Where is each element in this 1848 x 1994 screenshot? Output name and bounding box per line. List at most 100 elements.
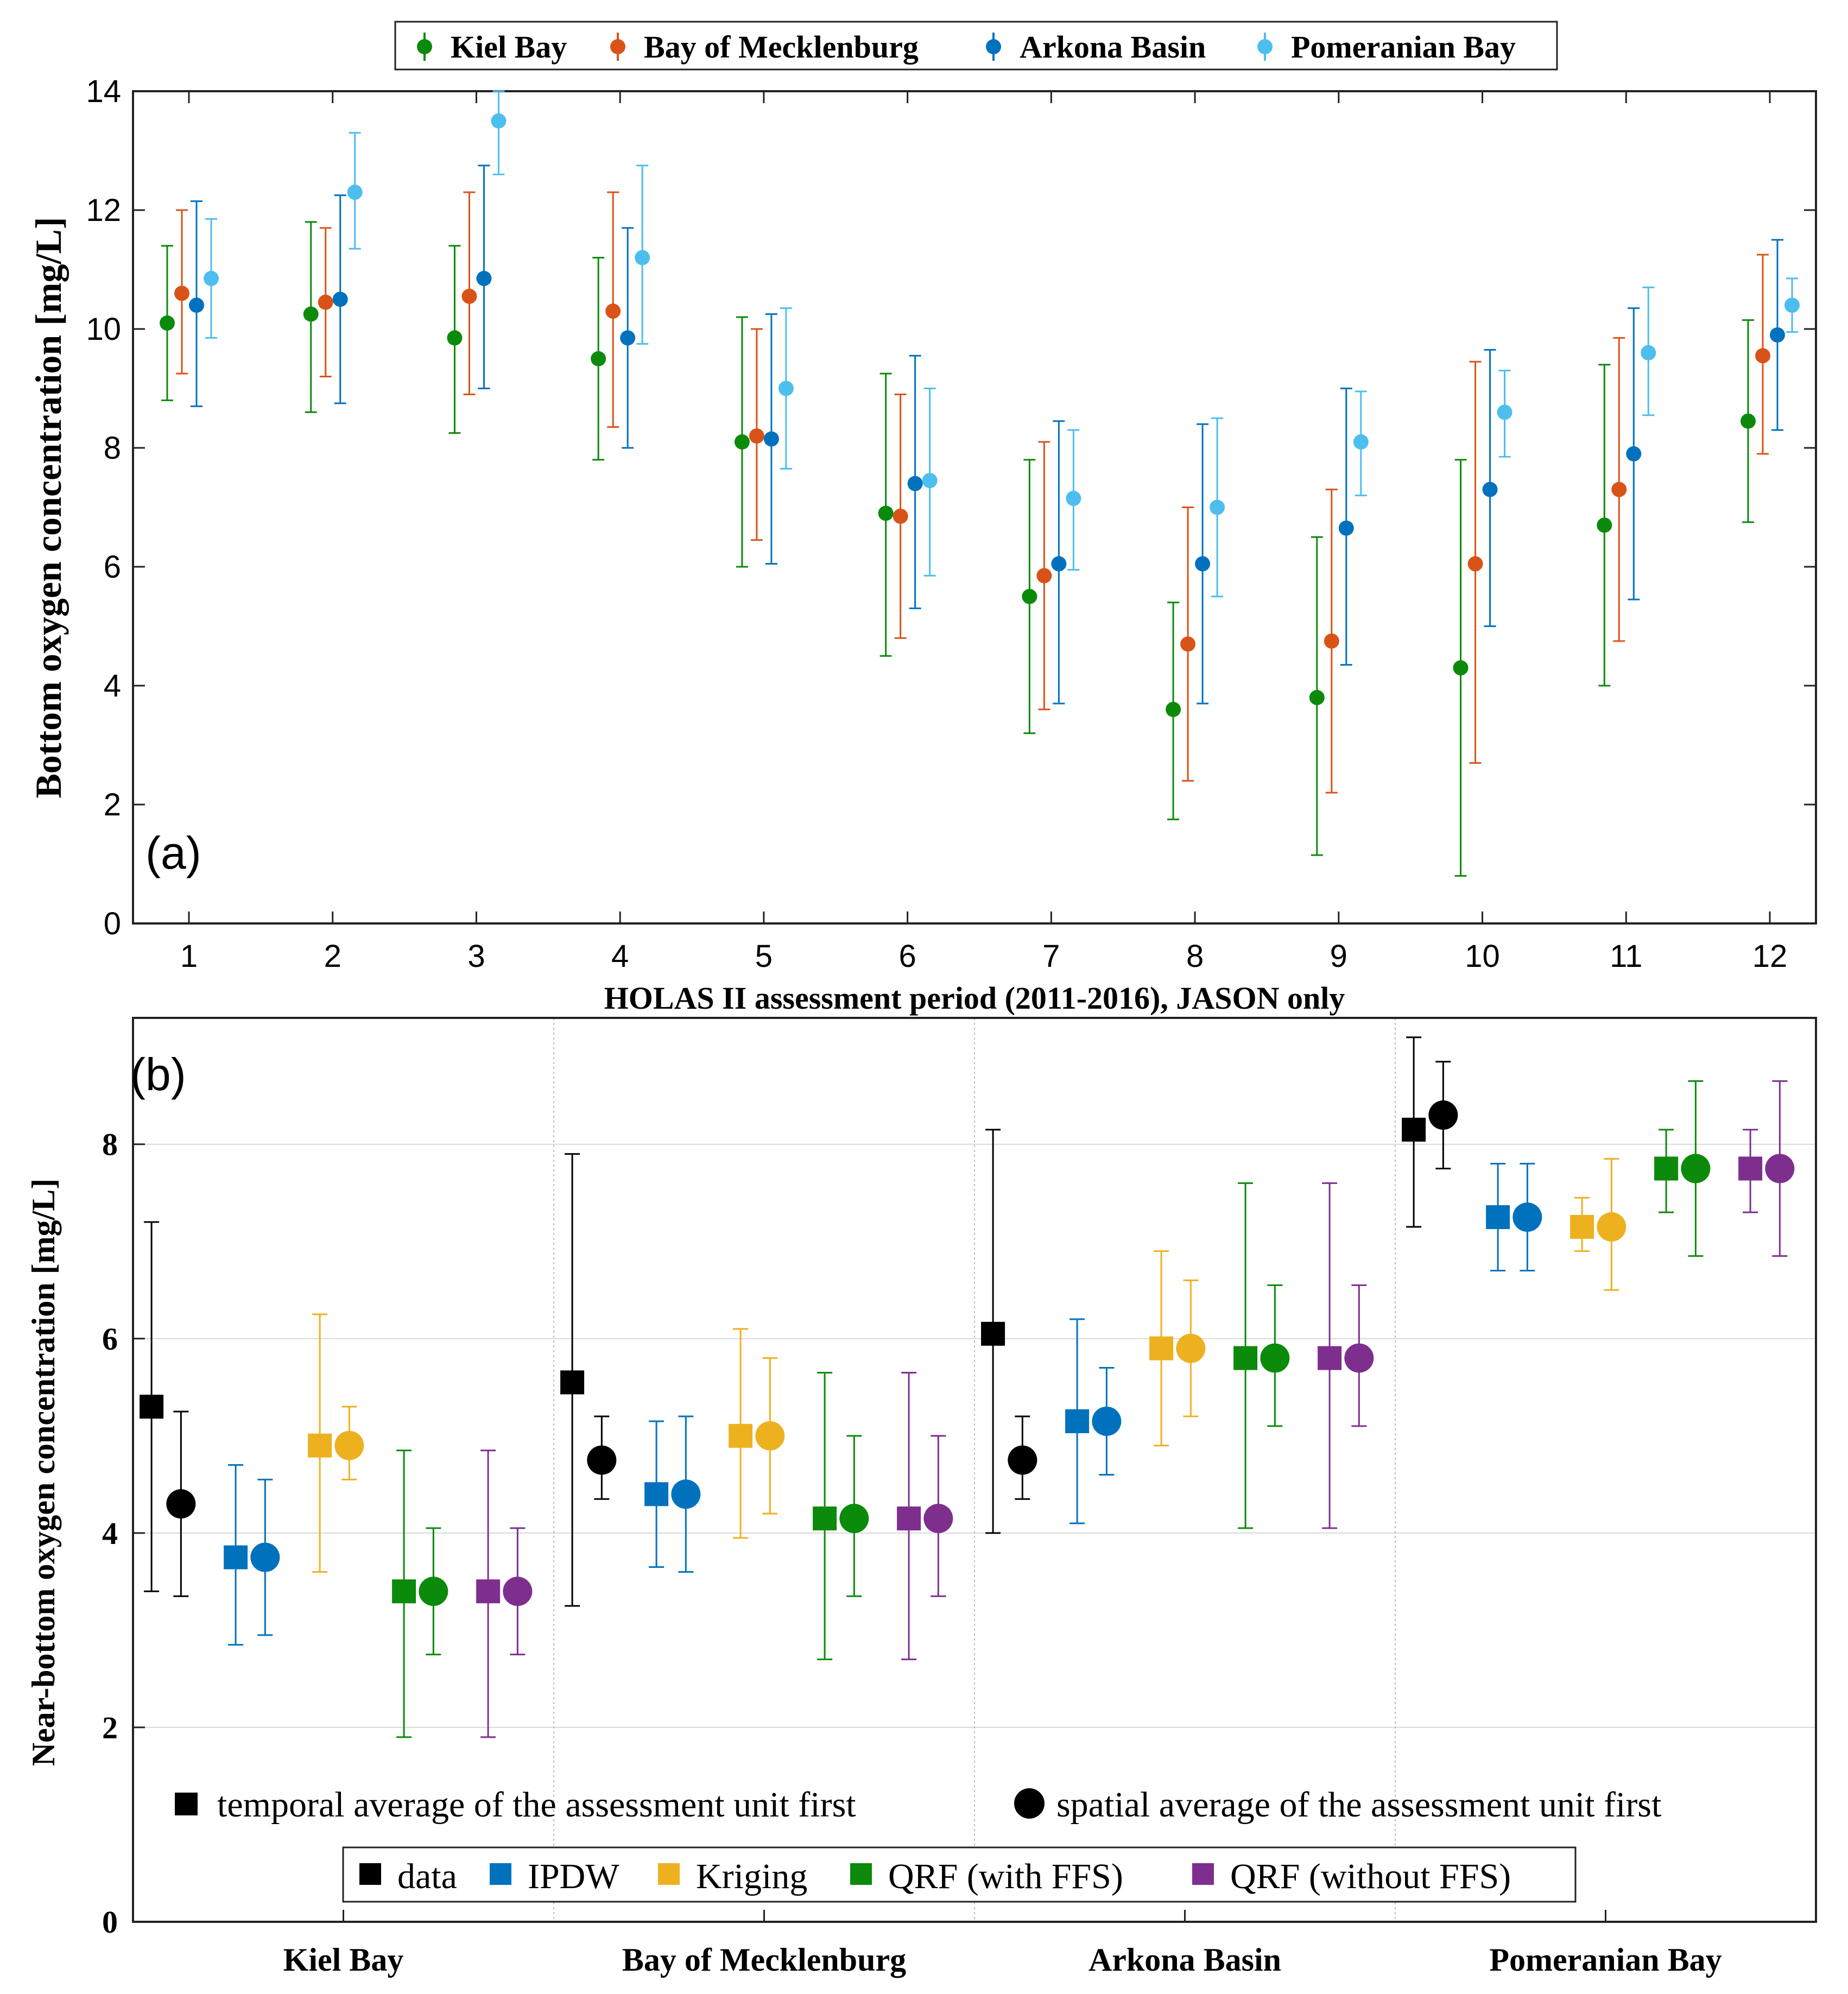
legend-swatch-ipdw xyxy=(490,1863,511,1885)
point-b-circle-kriging-pomeranian-bay xyxy=(1597,1212,1627,1242)
panel-a-y-ticks: 0 2 4 6 8 10 12 14 xyxy=(86,74,1816,941)
x-tick-label-a-7: 7 xyxy=(1042,939,1060,974)
x-tick-label-a-6: 6 xyxy=(899,939,916,974)
legend-label-qrf-with-ffs: QRF (with FFS) xyxy=(888,1857,1123,1896)
point-b-square-qrf-with-ffs-arkona-basin xyxy=(1233,1346,1258,1370)
point-a-kiel-bay-2 xyxy=(303,306,319,322)
point-a-kiel-bay-7 xyxy=(1022,588,1037,604)
point-b-circle-ipdw-kiel-bay xyxy=(250,1542,280,1572)
point-b-square-qrf-with-ffs-pomeranian-bay xyxy=(1654,1156,1679,1181)
point-a-pomeranian-bay-1 xyxy=(204,270,219,286)
x-tick-label-a-2: 2 xyxy=(324,939,341,974)
legend-label-kriging: Kriging xyxy=(696,1857,807,1896)
point-b-square-kriging-pomeranian-bay xyxy=(1570,1214,1594,1239)
series-b-data xyxy=(140,1036,1458,1607)
point-a-pomeranian-bay-2 xyxy=(347,185,363,200)
panel-b-ylabel: Near-bottom oxygen concentration [mg/L] xyxy=(26,1179,61,1767)
legend-swatch-data xyxy=(359,1863,381,1885)
point-a-kiel-bay-3 xyxy=(447,330,463,346)
point-a-kiel-bay-1 xyxy=(160,315,175,331)
x-tick-label-b-arkona-basin: Arkona Basin xyxy=(1088,1942,1281,1978)
x-tick-label-a-1: 1 xyxy=(180,939,198,974)
point-a-arkona-basin-5 xyxy=(763,431,779,447)
legend-label-spatial-average: spatial average of the assessment unit f… xyxy=(1056,1785,1661,1825)
point-a-pomeranian-bay-11 xyxy=(1641,345,1656,360)
legend-circle-marker xyxy=(1014,1788,1045,1819)
marker-legend: temporal average of the assessment unit … xyxy=(175,1785,1661,1825)
point-a-kiel-bay-8 xyxy=(1166,701,1181,717)
x-tick-label-b-pomeranian-bay: Pomeranian Bay xyxy=(1489,1942,1722,1978)
point-b-circle-ipdw-arkona-basin xyxy=(1092,1406,1122,1436)
point-b-square-ipdw-bay-of-mecklenburg xyxy=(644,1482,669,1506)
x-tick-label-a-10: 10 xyxy=(1465,939,1500,974)
y-tick-label-a-8: 8 xyxy=(104,431,121,466)
x-tick-label-a-4: 4 xyxy=(611,939,629,974)
point-b-square-qrf-without-ffs-kiel-bay xyxy=(476,1579,501,1604)
point-a-arkona-basin-10 xyxy=(1482,482,1498,497)
point-a-pomeranian-bay-4 xyxy=(635,250,650,265)
point-b-square-qrf-with-ffs-bay-of-mecklenburg xyxy=(813,1506,837,1531)
legend-square-marker xyxy=(175,1793,198,1815)
point-a-arkona-basin-9 xyxy=(1338,520,1354,536)
point-b-square-ipdw-pomeranian-bay xyxy=(1486,1205,1510,1230)
point-a-pomeranian-bay-7 xyxy=(1066,491,1081,507)
point-b-circle-ipdw-bay-of-mecklenburg xyxy=(671,1479,701,1509)
point-b-square-data-arkona-basin xyxy=(981,1321,1005,1346)
point-a-bay-of-mecklenburg-1 xyxy=(174,286,189,301)
y-tick-label-b-6: 6 xyxy=(102,1321,118,1357)
errorbar-a-pomeranian-bay-3 xyxy=(492,90,505,175)
panel-b-category-labels: Kiel Bay Bay of Mecklenburg Arkona Basin Po… xyxy=(283,1910,1722,1978)
point-a-bay-of-mecklenburg-6 xyxy=(893,508,908,524)
point-b-circle-kriging-bay-of-mecklenburg xyxy=(755,1421,785,1451)
point-b-square-data-bay-of-mecklenburg xyxy=(560,1370,585,1395)
point-a-bay-of-mecklenburg-9 xyxy=(1324,633,1339,649)
point-a-arkona-basin-4 xyxy=(620,330,636,346)
point-b-square-data-pomeranian-bay xyxy=(1402,1117,1426,1142)
point-a-arkona-basin-2 xyxy=(332,292,348,307)
legend-swatch-qrf-without-ffs xyxy=(1192,1863,1214,1885)
point-a-kiel-bay-9 xyxy=(1309,689,1325,705)
point-a-kiel-bay-11 xyxy=(1597,517,1612,533)
point-a-kiel-bay-10 xyxy=(1453,660,1469,676)
y-tick-label-a-14: 14 xyxy=(86,74,121,109)
panel-b-y-ticks: 0 2 4 6 8 xyxy=(102,1127,145,1940)
legend-label-data: data xyxy=(397,1857,457,1896)
point-b-square-qrf-without-ffs-arkona-basin xyxy=(1318,1346,1342,1370)
point-a-bay-of-mecklenburg-11 xyxy=(1611,482,1627,497)
point-b-circle-data-arkona-basin xyxy=(1008,1445,1037,1475)
point-b-square-data-kiel-bay xyxy=(140,1395,164,1419)
point-b-circle-data-kiel-bay xyxy=(166,1489,196,1519)
point-b-square-qrf-without-ffs-pomeranian-bay xyxy=(1738,1156,1763,1181)
point-b-circle-qrf-with-ffs-pomeranian-bay xyxy=(1681,1154,1711,1183)
legend-item-pomeranian-bay: Pomeranian Bay xyxy=(1257,29,1516,65)
point-b-square-kriging-kiel-bay xyxy=(308,1433,332,1458)
point-a-bay-of-mecklenburg-8 xyxy=(1180,636,1196,652)
x-tick-label-a-11: 11 xyxy=(1610,939,1642,974)
point-a-bay-of-mecklenburg-7 xyxy=(1036,568,1052,584)
x-tick-label-a-12: 12 xyxy=(1752,939,1788,974)
series-a-kiel-bay xyxy=(160,221,1756,877)
point-a-arkona-basin-1 xyxy=(189,297,204,313)
point-a-bay-of-mecklenburg-12 xyxy=(1755,348,1770,364)
point-b-circle-qrf-without-ffs-pomeranian-bay xyxy=(1765,1154,1795,1183)
y-tick-label-b-0: 0 xyxy=(102,1904,118,1940)
legend-item-kiel-bay: Kiel Bay xyxy=(417,29,567,65)
series-b-kriging xyxy=(308,1158,1627,1573)
point-a-bay-of-mecklenburg-5 xyxy=(749,428,764,444)
point-a-pomeranian-bay-8 xyxy=(1210,499,1225,515)
point-a-arkona-basin-7 xyxy=(1051,556,1067,572)
series-b-ipdw xyxy=(224,1163,1542,1646)
x-tick-label-b-bay-of-mecklenburg: Bay of Mecklenburg xyxy=(622,1942,906,1978)
point-b-circle-qrf-without-ffs-arkona-basin xyxy=(1344,1343,1374,1373)
panel-b-grid xyxy=(133,1018,1816,1922)
point-b-square-kriging-bay-of-mecklenburg xyxy=(729,1423,753,1448)
y-tick-label-a-4: 4 xyxy=(104,668,121,704)
x-tick-label-a-5: 5 xyxy=(755,939,773,974)
y-tick-label-a-6: 6 xyxy=(104,549,121,585)
point-a-bay-of-mecklenburg-10 xyxy=(1467,556,1483,572)
point-b-circle-qrf-without-ffs-kiel-bay xyxy=(503,1577,533,1606)
legend-label-arkona-basin: Arkona Basin xyxy=(1020,29,1206,65)
legend-label-kiel-bay: Kiel Bay xyxy=(451,29,567,65)
point-b-square-ipdw-kiel-bay xyxy=(224,1545,248,1569)
